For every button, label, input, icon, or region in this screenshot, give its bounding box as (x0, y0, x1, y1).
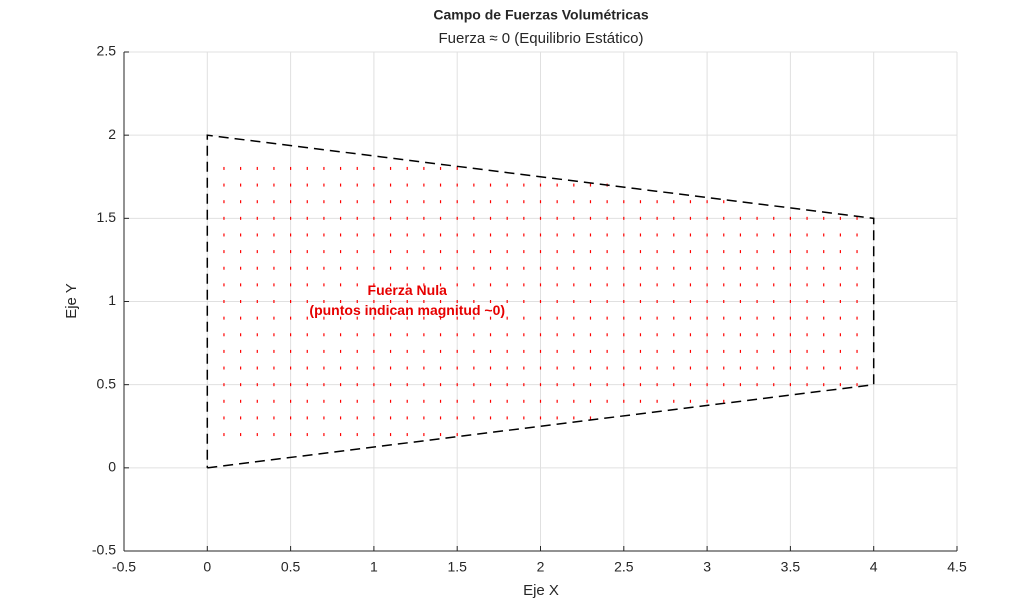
y-tick-label: 2 (108, 126, 116, 142)
y-tick-label: 2.5 (97, 43, 117, 59)
x-tick-label: 1.5 (447, 559, 467, 575)
boundary (206, 134, 875, 469)
chart-subtitle: Fuerza ≈ 0 (Equilibrio Estático) (439, 30, 644, 47)
y-tick-label: 0.5 (97, 375, 117, 391)
x-tick-label: 3.5 (781, 559, 801, 575)
y-axis-label: Eje Y (63, 283, 80, 319)
y-tick-label: 1 (108, 292, 116, 308)
x-tick-label: 4.5 (947, 559, 967, 575)
x-tick-label: 2.5 (614, 559, 634, 575)
annotation: Fuerza Nula (368, 282, 448, 298)
y-tick-label: 0 (108, 459, 116, 475)
x-axis-label: Eje X (523, 582, 559, 599)
x-tick-label: 1 (370, 559, 378, 575)
annotation: (puntos indican magnitud ~0) (309, 302, 505, 318)
x-tick-label: -0.5 (112, 559, 136, 575)
y-tick-label: 1.5 (97, 209, 117, 225)
x-tick-label: 0.5 (281, 559, 301, 575)
x-tick-label: 3 (703, 559, 711, 575)
x-tick-label: 0 (203, 559, 211, 575)
chart-title: Campo de Fuerzas Volumétricas (433, 7, 648, 23)
x-tick-label: 2 (537, 559, 545, 575)
x-tick-label: 4 (870, 559, 878, 575)
y-tick-label: -0.5 (92, 542, 116, 558)
